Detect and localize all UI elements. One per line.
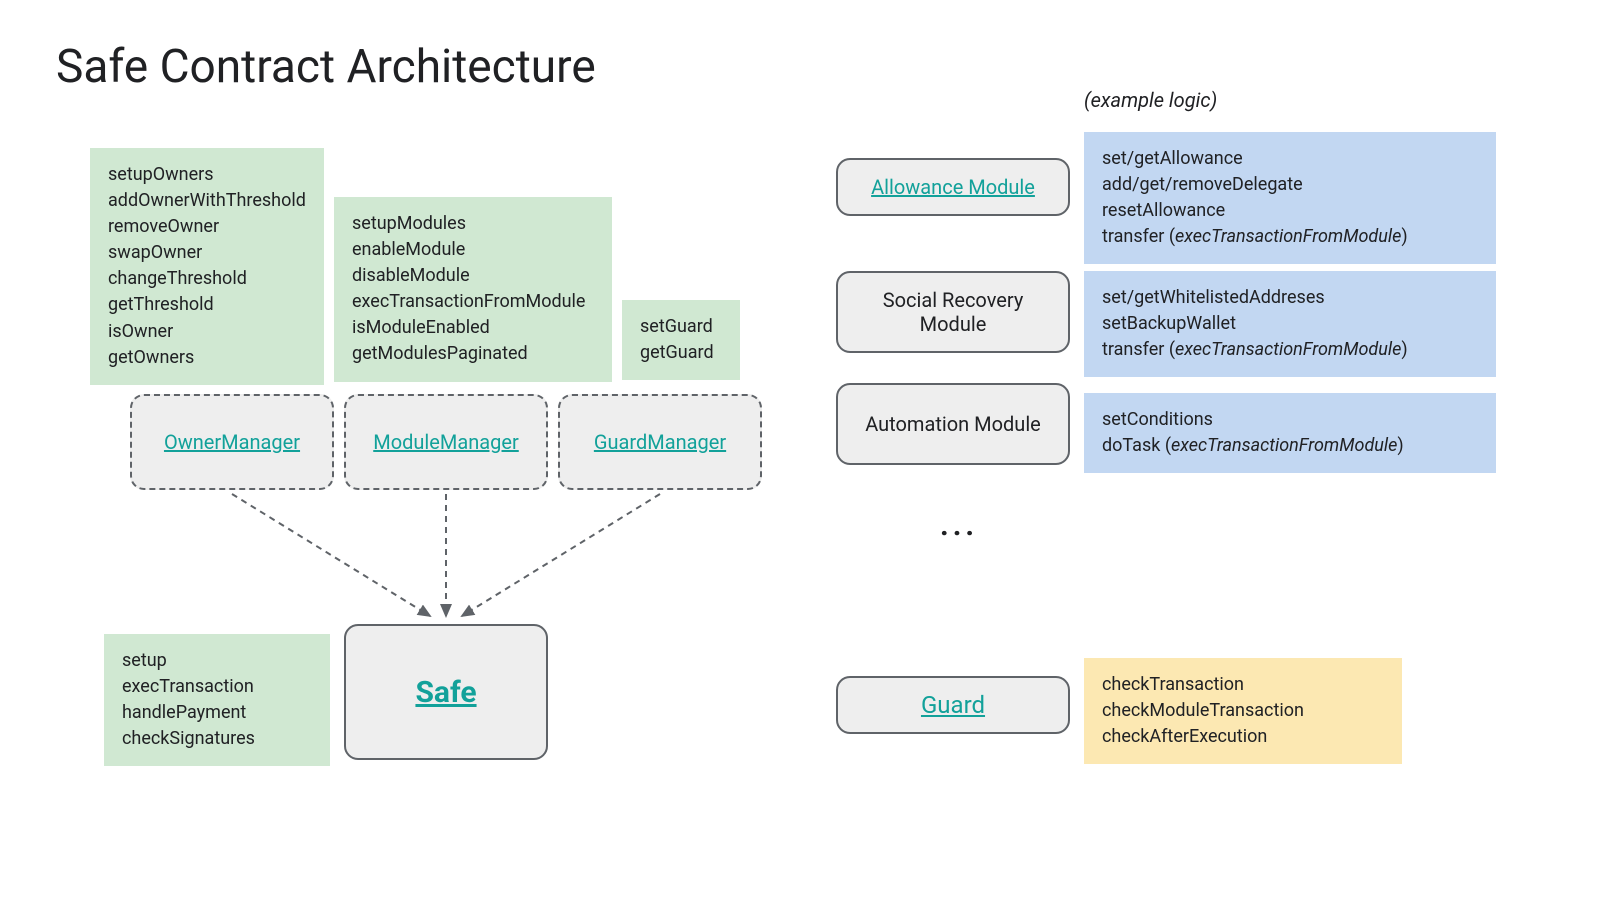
automation-module-node: Automation Module — [836, 383, 1070, 465]
method-line: checkTransaction — [1102, 672, 1384, 698]
logic-line: transfer (execTransactionFromModule) — [1102, 224, 1478, 250]
owner-manager-link[interactable]: OwnerManager — [164, 430, 300, 454]
guard-manager-methods: setGuardgetGuard — [622, 300, 740, 380]
method-line: isOwner — [108, 319, 306, 345]
safe-link[interactable]: Safe — [415, 675, 476, 710]
method-line: execTransaction — [122, 674, 312, 700]
method-line: setupOwners — [108, 162, 306, 188]
social-recovery-logic-box: set/getWhitelistedAddreses setBackupWall… — [1084, 271, 1496, 377]
logic-line: set/getWhitelistedAddreses — [1102, 285, 1478, 311]
example-logic-label: (example logic) — [1084, 88, 1217, 112]
method-line: checkSignatures — [122, 726, 312, 752]
owner-manager-methods: setupOwnersaddOwnerWithThresholdremoveOw… — [90, 148, 324, 385]
logic-line: doTask (execTransactionFromModule) — [1102, 433, 1478, 459]
method-line: isModuleEnabled — [352, 315, 594, 341]
module-manager-link[interactable]: ModuleManager — [373, 430, 519, 454]
method-line: getModulesPaginated — [352, 341, 594, 367]
method-line: handlePayment — [122, 700, 312, 726]
method-line: disableModule — [352, 263, 594, 289]
method-line: removeOwner — [108, 214, 306, 240]
ellipsis: ... — [940, 508, 978, 543]
module-manager-methods: setupModulesenableModuledisableModuleexe… — [334, 197, 612, 382]
method-line: addOwnerWithThreshold — [108, 188, 306, 214]
method-line: execTransactionFromModule — [352, 289, 594, 315]
method-line: getThreshold — [108, 292, 306, 318]
method-line: setGuard — [640, 314, 722, 340]
automation-logic-box: setConditions doTask (execTransactionFro… — [1084, 393, 1496, 473]
page-title: Safe Contract Architecture — [56, 40, 596, 94]
method-line: getGuard — [640, 340, 722, 366]
method-line: setupModules — [352, 211, 594, 237]
guard-node[interactable]: Guard — [836, 676, 1070, 734]
guard-logic-box: checkTransactioncheckModuleTransactionch… — [1084, 658, 1402, 764]
method-line: swapOwner — [108, 240, 306, 266]
social-recovery-module-label: Social Recovery Module — [848, 288, 1058, 336]
owner-manager-node[interactable]: OwnerManager — [130, 394, 334, 490]
method-line: changeThreshold — [108, 266, 306, 292]
method-line: checkModuleTransaction — [1102, 698, 1384, 724]
safe-methods: setupexecTransactionhandlePaymentcheckSi… — [104, 634, 330, 766]
logic-line: setBackupWallet — [1102, 311, 1478, 337]
logic-line: resetAllowance — [1102, 198, 1478, 224]
automation-module-label: Automation Module — [865, 412, 1041, 436]
method-line: enableModule — [352, 237, 594, 263]
allowance-logic-box: set/getAllowance add/get/removeDelegate … — [1084, 132, 1496, 264]
logic-line: setConditions — [1102, 407, 1478, 433]
method-line: getOwners — [108, 345, 306, 371]
guard-link[interactable]: Guard — [921, 691, 985, 719]
logic-line: transfer (execTransactionFromModule) — [1102, 337, 1478, 363]
allowance-module-link[interactable]: Allowance Module — [871, 175, 1035, 199]
guard-manager-node[interactable]: GuardManager — [558, 394, 762, 490]
allowance-module-node[interactable]: Allowance Module — [836, 158, 1070, 216]
method-line: setup — [122, 648, 312, 674]
module-manager-node[interactable]: ModuleManager — [344, 394, 548, 490]
social-recovery-module-node: Social Recovery Module — [836, 271, 1070, 353]
logic-line: set/getAllowance — [1102, 146, 1478, 172]
logic-line: add/get/removeDelegate — [1102, 172, 1478, 198]
guard-manager-link[interactable]: GuardManager — [594, 430, 726, 454]
method-line: checkAfterExecution — [1102, 724, 1384, 750]
safe-node[interactable]: Safe — [344, 624, 548, 760]
